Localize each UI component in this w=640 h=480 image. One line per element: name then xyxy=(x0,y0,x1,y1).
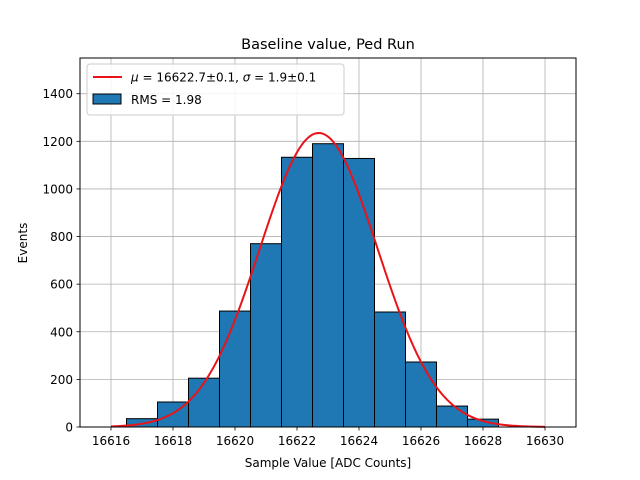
histogram-bar xyxy=(219,310,251,428)
axis-ticks: 16616 16618 16620 16622 16624 16626 16628 16630… xyxy=(42,87,564,448)
histogram-bar xyxy=(281,156,313,428)
x-tick-label: 16616 xyxy=(92,434,130,448)
legend-frame xyxy=(86,63,345,116)
x-tick-label: 16626 xyxy=(402,434,440,448)
legend: μ = 16622.7±0.1, σ = 1.9±0.1 RMS = 1.98 xyxy=(86,63,345,116)
chart-title: Baseline value, Ped Run xyxy=(241,37,415,53)
histogram-bar xyxy=(188,377,220,428)
legend-fit-mu-value: = 16622.7±0.1, xyxy=(139,71,243,85)
y-tick-label: 1200 xyxy=(42,135,73,149)
x-tick-label: 16624 xyxy=(340,434,378,448)
x-axis-label: Sample Value [ADC Counts] xyxy=(245,456,411,470)
legend-histogram-swatch xyxy=(92,93,122,105)
legend-fit-mu-symbol: μ xyxy=(130,71,139,85)
x-tick-label: 16620 xyxy=(216,434,254,448)
y-axis-label: Events xyxy=(16,223,30,264)
x-tick-label: 16628 xyxy=(464,434,502,448)
histogram-bar xyxy=(374,311,406,428)
y-tick-label: 0 xyxy=(65,421,73,435)
y-tick-label: 200 xyxy=(50,373,73,387)
x-tick-label: 16630 xyxy=(526,434,564,448)
y-tick-label: 600 xyxy=(50,278,73,292)
y-tick-label: 1400 xyxy=(42,87,73,101)
legend-fit-sigma-value: = 1.9±0.1 xyxy=(250,71,316,85)
y-tick-label: 800 xyxy=(50,230,73,244)
fit-curve xyxy=(110,131,546,428)
histogram-bar xyxy=(343,157,375,428)
histogram-bar xyxy=(312,143,344,428)
x-tick-label: 16618 xyxy=(154,434,192,448)
plot-frame xyxy=(79,57,577,428)
legend-fit-label: μ = 16622.7±0.1, σ = 1.9±0.1 xyxy=(130,71,316,85)
histogram-bar xyxy=(405,361,437,428)
x-tick-label: 16622 xyxy=(278,434,316,448)
y-tick-label: 1000 xyxy=(42,182,73,196)
histogram-bar xyxy=(436,405,468,428)
histogram-bar xyxy=(250,243,282,428)
legend-fit-sigma-symbol: σ xyxy=(243,71,251,85)
legend-histogram-label: RMS = 1.98 xyxy=(131,93,202,107)
y-tick-label: 400 xyxy=(50,325,73,339)
